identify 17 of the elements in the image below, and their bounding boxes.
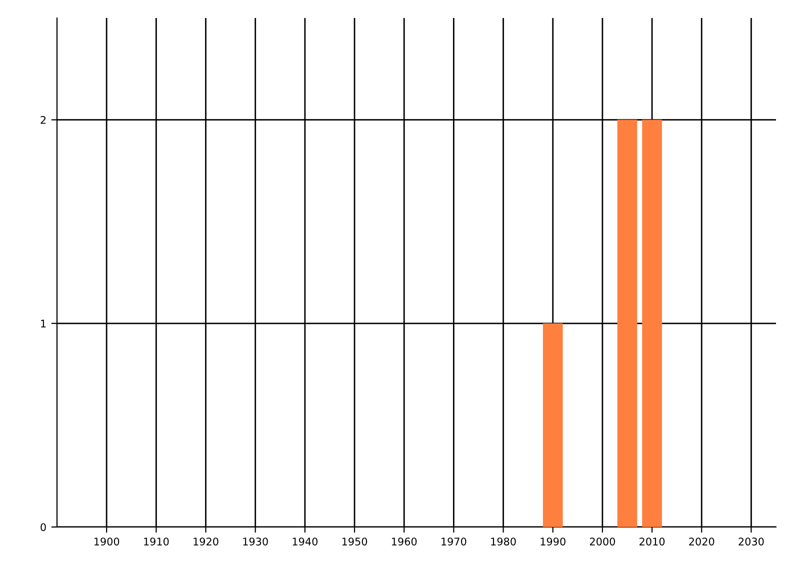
x-tick-label: 2030 (738, 538, 764, 546)
y-tick-label: 0 (40, 523, 46, 532)
x-tick-label: 1930 (243, 538, 268, 546)
x-tick-label: 1910 (144, 538, 169, 546)
y-tick-label: 1 (41, 320, 46, 328)
x-tick-label: 1920 (194, 538, 218, 546)
x-tick-label: 2010 (640, 538, 665, 546)
x-tick-label: 1990 (540, 538, 566, 546)
x-tick-label: 1900 (94, 538, 120, 546)
x-tick-label: 1940 (292, 538, 318, 546)
x-tick-label: 1950 (342, 538, 368, 546)
x-tick-label: 1970 (442, 538, 466, 546)
x-tick-label: 2000 (590, 538, 616, 546)
x-tick-label: 1980 (491, 538, 516, 546)
y-tick-label: 2 (40, 116, 46, 124)
x-tick-label: 2020 (689, 538, 714, 546)
x-tick-label: 1960 (392, 538, 417, 546)
